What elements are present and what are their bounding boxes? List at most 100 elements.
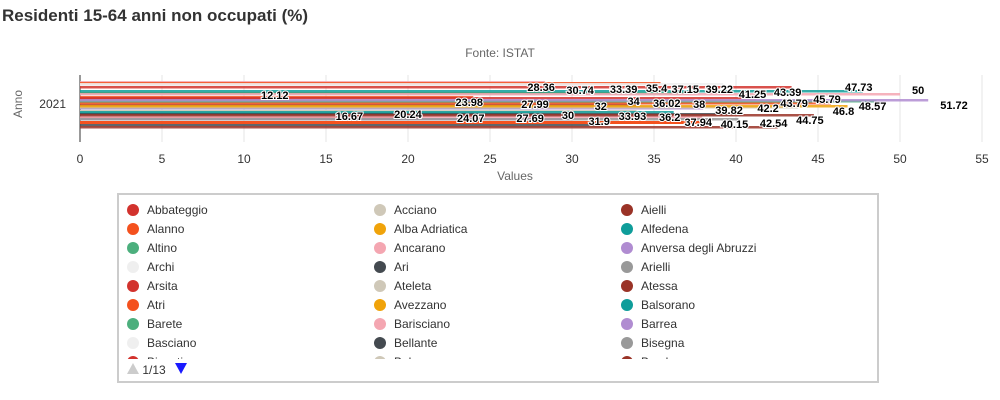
legend-dot-icon (127, 223, 139, 235)
data-label: 51.72 (940, 100, 968, 112)
legend-label: Barisciano (394, 317, 451, 331)
legend-item[interactable]: Balsorano (621, 296, 695, 315)
legend-item[interactable]: Ancarano (374, 239, 445, 258)
page-down-icon[interactable] (175, 363, 188, 374)
chart-subtitle: Fonte: ISTAT (465, 46, 535, 60)
legend-item[interactable]: Barisciano (374, 315, 450, 334)
legend-dot-icon (621, 223, 633, 235)
legend-item[interactable]: Altino (127, 239, 177, 258)
legend-item[interactable]: Abbateggio (127, 201, 208, 220)
bar (80, 105, 848, 108)
legend-dot-icon (374, 337, 386, 349)
bar (80, 111, 674, 114)
legend-pager: 1/13 (127, 363, 188, 377)
legend-item[interactable]: Bisegna (621, 334, 684, 353)
x-tick-label: 35 (647, 152, 661, 166)
legend-dot-icon (374, 223, 386, 235)
data-label: 30 (562, 110, 574, 122)
x-tick-label: 45 (811, 152, 825, 166)
data-label: 20.24 (394, 109, 422, 121)
legend-dot-icon (127, 299, 139, 311)
x-tick-label: 15 (319, 152, 333, 166)
bar (80, 126, 778, 129)
bar (80, 114, 814, 117)
legend-item[interactable]: Anversa degli Abruzzi (621, 239, 756, 258)
legend-label: Alba Adriatica (394, 222, 468, 236)
legend-item[interactable]: Atri (127, 296, 165, 315)
data-label: 47.73 (845, 82, 873, 94)
legend-label: Barrea (641, 317, 678, 331)
legend-item[interactable]: Aielli (621, 201, 666, 220)
legend-label: Atri (147, 298, 165, 312)
legend-label: Arielli (641, 260, 671, 274)
legend-label: Arsita (147, 279, 178, 293)
legend-item[interactable]: Bellante (374, 334, 437, 353)
data-label: 43.79 (780, 98, 808, 110)
data-label: 33.93 (619, 111, 647, 123)
legend-dot-icon (621, 204, 633, 216)
data-label: 36.2 (659, 112, 680, 124)
legend-dot-icon (374, 280, 386, 292)
data-label: 16.67 (336, 111, 364, 123)
legend-dot-icon (374, 356, 386, 359)
legend-label: Bisenti (147, 355, 183, 359)
data-label: 27.69 (516, 113, 544, 125)
legend-item[interactable]: Arielli (621, 258, 670, 277)
legend-dot-icon (127, 261, 139, 273)
data-label: 33.39 (610, 84, 638, 96)
legend-label: Ancarano (394, 241, 446, 255)
legend-label: Altino (147, 241, 178, 255)
legend-label: Abbateggio (147, 203, 208, 217)
data-label: 24.07 (457, 113, 485, 125)
legend-item[interactable]: Atessa (621, 277, 678, 296)
legend-dot-icon (127, 318, 139, 330)
legend-label: Aielli (641, 203, 667, 217)
data-label: 38 (693, 99, 705, 111)
legend-dot-icon (621, 261, 633, 273)
legend-item[interactable]: Barrea (621, 315, 677, 334)
legend-item[interactable]: Arsita (127, 277, 178, 296)
legend-item[interactable]: Bisenti (127, 353, 183, 359)
legend: Abbateggio Acciano Aielli Alanno Alba Adriat… (117, 193, 879, 383)
legend-item[interactable]: Alba Adriatica (374, 220, 467, 239)
legend-item[interactable]: Acciano (374, 201, 437, 220)
x-tick-label: 55 (975, 152, 989, 166)
legend-label: Bolognano (394, 355, 451, 359)
legend-item[interactable]: Bomba (621, 353, 679, 359)
legend-dot-icon (621, 318, 633, 330)
legend-item[interactable]: Archi (127, 258, 174, 277)
data-label: 23.98 (456, 97, 484, 109)
legend-dot-icon (621, 242, 633, 254)
legend-label: Alfedena (641, 222, 689, 236)
data-label: 28.36 (527, 82, 555, 94)
data-label: 48.57 (859, 101, 887, 113)
legend-item[interactable]: Ari (374, 258, 409, 277)
legend-label: Balsorano (641, 298, 696, 312)
legend-dot-icon (127, 337, 139, 349)
legend-dot-icon (374, 204, 386, 216)
x-tick-label: 10 (237, 152, 251, 166)
data-label: 46.8 (833, 106, 854, 118)
data-label: 42.2 (757, 103, 778, 115)
legend-item[interactable]: Basciano (127, 334, 196, 353)
legend-label: Basciano (147, 336, 197, 350)
bar (80, 99, 929, 102)
data-label: 37.15 (671, 84, 699, 96)
legend-label: Acciano (394, 203, 437, 217)
legend-dot-icon (374, 242, 386, 254)
data-label: 36.02 (653, 98, 681, 110)
legend-label: Alanno (147, 222, 185, 236)
data-label: 41.25 (739, 89, 767, 101)
bar (80, 90, 863, 93)
legend-item[interactable]: Bolognano (374, 353, 451, 359)
legend-item[interactable]: Avezzano (374, 296, 446, 315)
bar (80, 116, 703, 119)
legend-item[interactable]: Alanno (127, 220, 184, 239)
legend-item[interactable]: Alfedena (621, 220, 688, 239)
x-tick-label: 25 (483, 152, 497, 166)
legend-item[interactable]: Barete (127, 315, 182, 334)
legend-item[interactable]: Ateleta (374, 277, 431, 296)
legend-dot-icon (127, 280, 139, 292)
legend-dot-icon (374, 261, 386, 273)
page-up-icon[interactable] (127, 363, 139, 374)
